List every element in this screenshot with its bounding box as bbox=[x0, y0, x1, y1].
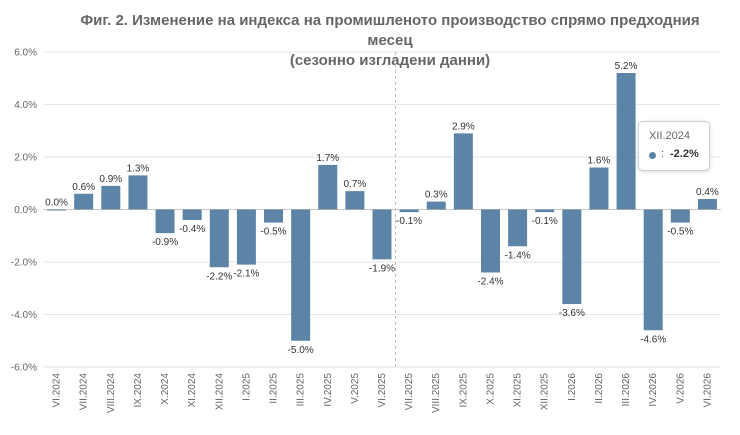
tooltip-title: XII.2024 bbox=[649, 130, 690, 142]
x-tick-label: VII.2024 bbox=[79, 373, 90, 411]
bar bbox=[101, 185, 121, 210]
bar bbox=[345, 191, 365, 210]
data-label: -2.4% bbox=[477, 277, 503, 288]
y-tick-label: 2.0% bbox=[14, 153, 37, 164]
data-label: -5.0% bbox=[288, 345, 314, 356]
x-tick-label: III.2025 bbox=[296, 373, 307, 407]
bar bbox=[155, 209, 175, 234]
bar bbox=[236, 209, 256, 265]
data-label: -2.2% bbox=[206, 271, 232, 282]
bar bbox=[426, 201, 446, 210]
x-tick-label: I.2025 bbox=[241, 373, 252, 401]
tooltip: XII.2024 : -2.2% bbox=[638, 121, 710, 171]
data-label: 1.7% bbox=[316, 153, 339, 164]
bar bbox=[616, 73, 636, 210]
y-tick-label: -6.0% bbox=[11, 363, 37, 374]
bar bbox=[74, 193, 94, 210]
x-tick-label: IV.2026 bbox=[648, 373, 659, 407]
chart-title: Фиг. 2. Изменение на индекса на промишле… bbox=[70, 11, 710, 71]
data-label: 0.6% bbox=[72, 182, 95, 193]
bar bbox=[480, 209, 500, 273]
tooltip-separator: : bbox=[661, 148, 665, 160]
data-label: 0.7% bbox=[343, 179, 366, 190]
y-tick-label: 0.0% bbox=[14, 205, 37, 216]
bar bbox=[697, 199, 717, 210]
x-tick-label: X.2024 bbox=[160, 373, 171, 405]
data-label: 0.0% bbox=[45, 198, 68, 209]
x-tick-label: IX.2025 bbox=[458, 373, 469, 408]
data-label: -0.5% bbox=[260, 227, 286, 238]
data-label: 0.3% bbox=[425, 190, 448, 201]
x-tick-label: VIII.2025 bbox=[431, 373, 442, 413]
bar bbox=[453, 133, 473, 210]
data-label: 2.9% bbox=[452, 121, 475, 132]
x-tick-label: IX.2024 bbox=[133, 373, 144, 408]
bar bbox=[562, 209, 582, 304]
x-tick-label: III.2026 bbox=[621, 373, 632, 407]
data-label: -1.9% bbox=[369, 263, 395, 274]
x-tick-label: II.2025 bbox=[269, 373, 280, 404]
bar bbox=[264, 209, 284, 223]
data-label: -0.9% bbox=[152, 237, 178, 248]
data-label: -0.1% bbox=[532, 216, 558, 227]
x-tick-label: VII.2025 bbox=[404, 373, 415, 411]
x-tick-label: II.2026 bbox=[594, 373, 605, 404]
x-tick-label: VI.2026 bbox=[702, 373, 713, 408]
data-label: 1.3% bbox=[127, 163, 150, 174]
x-tick-label: V.2025 bbox=[350, 373, 361, 404]
chart-title-line2: (сезонно изгладени данни) bbox=[289, 52, 491, 69]
bar bbox=[670, 209, 690, 223]
data-label: 5.2% bbox=[615, 61, 638, 72]
x-tick-label: XI.2025 bbox=[513, 373, 524, 408]
x-tick-label: I.2026 bbox=[567, 373, 578, 401]
bar bbox=[399, 209, 419, 213]
y-tick-label: 4.0% bbox=[14, 100, 37, 111]
y-tick-label: 6.0% bbox=[14, 48, 37, 59]
bar bbox=[318, 164, 338, 210]
data-label: 0.4% bbox=[696, 187, 719, 198]
data-label: -0.4% bbox=[179, 224, 205, 235]
bar bbox=[643, 209, 663, 331]
x-tick-label: XII.2024 bbox=[214, 373, 225, 411]
x-tick-label: XII.2025 bbox=[540, 373, 551, 411]
tooltip-series-dot-icon bbox=[649, 152, 656, 159]
bar bbox=[47, 209, 67, 211]
x-tick-label: VI.2024 bbox=[52, 373, 63, 408]
y-tick-label: -4.0% bbox=[11, 310, 37, 321]
bar bbox=[291, 209, 311, 341]
data-label: -0.1% bbox=[396, 216, 422, 227]
tooltip-value: -2.2% bbox=[670, 148, 699, 160]
bar bbox=[209, 209, 229, 268]
bar bbox=[182, 209, 202, 220]
chart-title-line1: Фиг. 2. Изменение на индекса на промишле… bbox=[80, 12, 700, 49]
data-label: -1.4% bbox=[505, 250, 531, 261]
x-tick-label: IV.2025 bbox=[323, 373, 334, 407]
bar bbox=[372, 209, 392, 260]
data-label: -4.6% bbox=[640, 334, 666, 345]
x-tick-label: X.2025 bbox=[485, 373, 496, 405]
bar bbox=[508, 209, 528, 247]
data-label: -2.1% bbox=[233, 269, 259, 280]
bar bbox=[128, 175, 148, 210]
data-label: 0.9% bbox=[99, 174, 122, 185]
bar bbox=[535, 209, 555, 213]
x-tick-label: VI.2025 bbox=[377, 373, 388, 408]
data-label: -3.6% bbox=[559, 308, 585, 319]
bar bbox=[589, 167, 609, 210]
y-tick-label: -2.0% bbox=[11, 258, 37, 269]
data-label: -0.5% bbox=[667, 227, 693, 238]
x-tick-label: XI.2024 bbox=[187, 373, 198, 408]
x-tick-label: VIII.2024 bbox=[106, 373, 117, 413]
x-tick-label: V.2026 bbox=[675, 373, 686, 404]
data-label: 1.6% bbox=[588, 156, 611, 167]
